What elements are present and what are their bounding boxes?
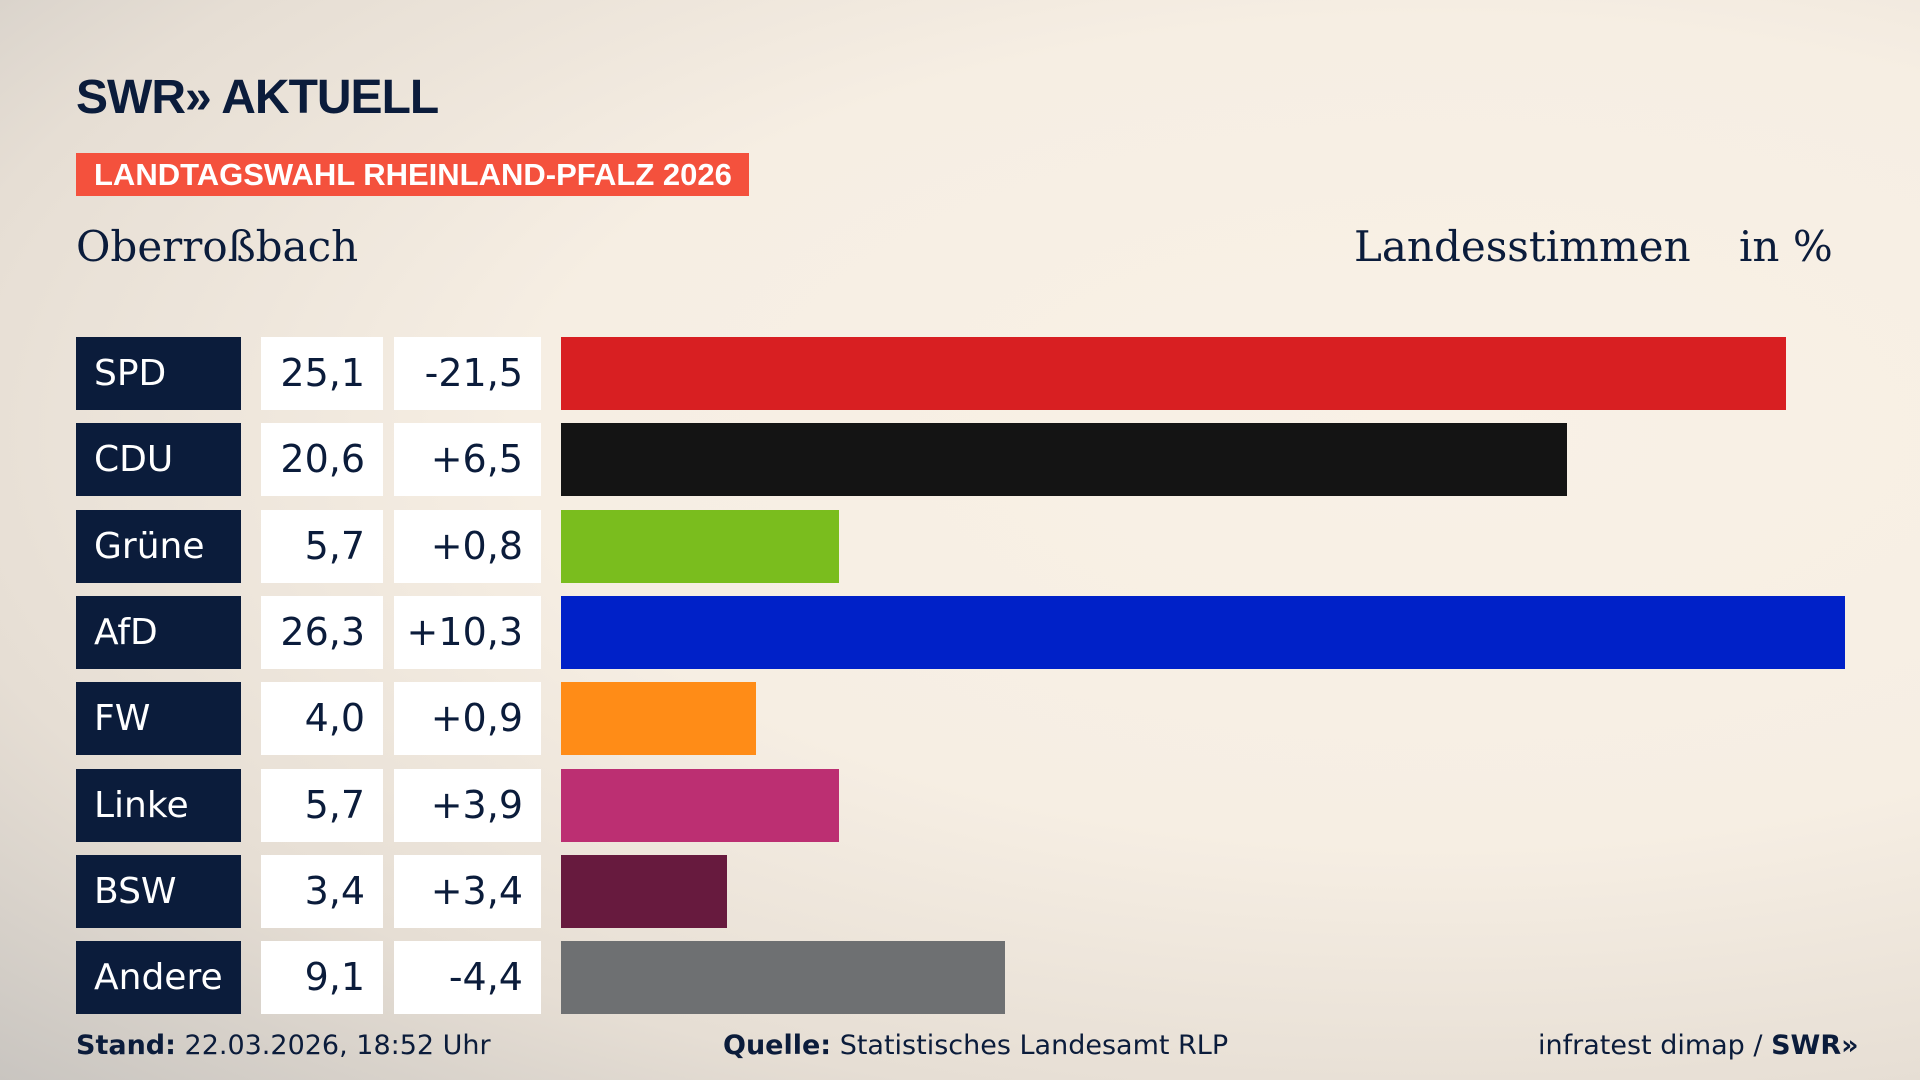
party-label: Linke <box>76 768 241 842</box>
election-banner: LANDTAGSWAHL RHEINLAND-PFALZ 2026 <box>76 153 749 196</box>
value-label: 26,3 <box>261 595 383 669</box>
timestamp: Stand: 22.03.2026, 18:52 Uhr <box>76 1030 491 1061</box>
swr-logo-small: SWR» <box>1771 1030 1859 1061</box>
stand-value: 22.03.2026, 18:52 Uhr <box>184 1030 491 1061</box>
bar-andere <box>561 941 1006 1015</box>
diff-label: -4,4 <box>394 941 541 1015</box>
value-label: 20,6 <box>261 423 383 497</box>
diff-label: +0,8 <box>394 509 541 583</box>
value-label: 3,4 <box>261 854 383 928</box>
bar-linke <box>561 768 840 842</box>
value-label: 5,7 <box>261 509 383 583</box>
result-row: Andere 9,1 -4,4 <box>76 941 1876 1015</box>
result-row: BSW 3,4 +3,4 <box>76 854 1876 928</box>
party-label: FW <box>76 682 241 756</box>
value-label: 25,1 <box>261 337 383 410</box>
value-label: 5,7 <box>261 768 383 842</box>
place-name: Oberroßbach <box>76 222 359 271</box>
bar-cdu <box>561 423 1567 497</box>
result-row: CDU 20,6 +6,5 <box>76 423 1876 497</box>
diff-label: +0,9 <box>394 682 541 756</box>
result-row: FW 4,0 +0,9 <box>76 682 1876 756</box>
result-row: Linke 5,7 +3,9 <box>76 768 1876 842</box>
party-label: SPD <box>76 337 241 410</box>
credit: infratest dimap / SWR» <box>1538 1030 1859 1061</box>
diff-label: +3,4 <box>394 854 541 928</box>
value-label: 9,1 <box>261 941 383 1015</box>
bar-fw <box>561 682 757 756</box>
result-row: SPD 25,1 -21,5 <box>76 337 1876 410</box>
credit-text: infratest dimap / <box>1538 1030 1772 1061</box>
bar-spd <box>561 337 1787 410</box>
stand-label: Stand: <box>76 1030 176 1061</box>
bar-bsw <box>561 854 727 928</box>
swr-aktuell-logo: SWR» AKTUELL <box>76 71 439 124</box>
diff-label: +6,5 <box>394 423 541 497</box>
party-label: Grüne <box>76 509 241 583</box>
bar-afd <box>561 595 1845 669</box>
value-label: 4,0 <box>261 682 383 756</box>
result-row: AfD 26,3 +10,3 <box>76 595 1876 669</box>
source: Quelle: Statistisches Landesamt RLP <box>723 1030 1228 1061</box>
source-label: Quelle: <box>723 1030 832 1061</box>
party-label: Andere <box>76 941 241 1015</box>
source-value: Statistisches Landesamt RLP <box>839 1030 1229 1061</box>
bar-grüne <box>561 509 840 583</box>
diff-label: -21,5 <box>394 337 541 410</box>
party-label: BSW <box>76 854 241 928</box>
party-label: AfD <box>76 595 241 669</box>
vote-type: Landesstimmen <box>1354 222 1691 271</box>
unit-label: in % <box>1739 222 1833 271</box>
diff-label: +10,3 <box>394 595 541 669</box>
diff-label: +3,9 <box>394 768 541 842</box>
result-row: Grüne 5,7 +0,8 <box>76 509 1876 583</box>
party-label: CDU <box>76 423 241 497</box>
